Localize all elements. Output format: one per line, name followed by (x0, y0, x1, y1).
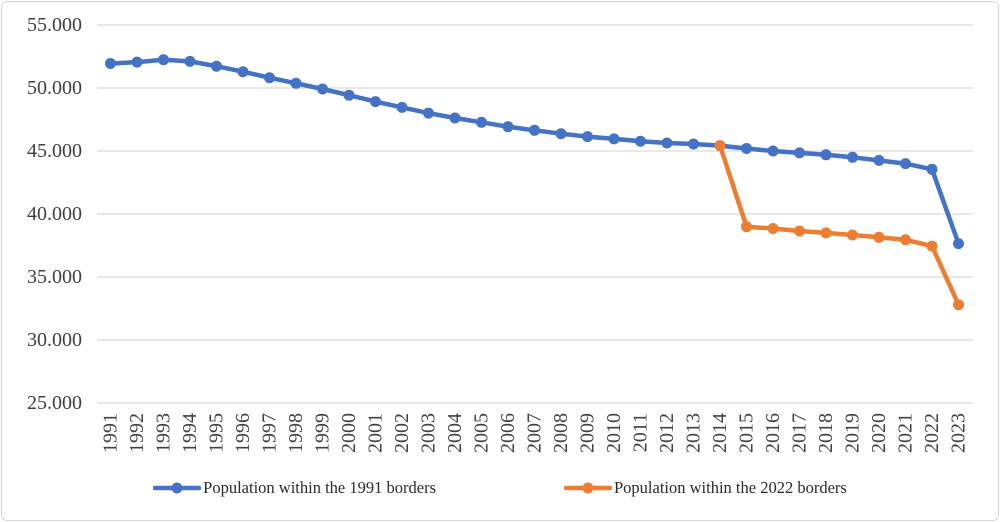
data-point-marker (688, 138, 699, 150)
data-point-marker (608, 133, 620, 145)
data-point-marker (926, 240, 938, 252)
x-axis-tick-label: 2007 (524, 413, 546, 453)
data-point-marker (370, 96, 381, 108)
x-axis-tick-label: 2018 (815, 413, 837, 453)
x-axis-tick-label: 1993 (153, 413, 175, 453)
legend-label-1991-borders: Population within the 1991 borders (203, 478, 436, 497)
data-point-marker (873, 231, 885, 243)
series-1991-borders (105, 54, 964, 250)
data-point-marker (582, 131, 593, 143)
y-axis-tick-label: 45.000 (27, 140, 82, 162)
data-point-marker (290, 77, 302, 89)
data-point-marker (741, 221, 752, 233)
data-point-marker (926, 163, 938, 175)
x-axis-tick-label: 2010 (603, 413, 625, 453)
data-point-marker (794, 147, 805, 159)
data-point-marker (741, 143, 752, 154)
data-point-marker (767, 145, 779, 157)
legend-item-1991-borders: Population within the 1991 borders (153, 478, 436, 498)
data-point-marker (953, 299, 964, 311)
y-axis-tick-label: 25.000 (27, 392, 82, 414)
data-point-marker (847, 229, 858, 241)
data-point-marker (423, 107, 434, 119)
data-point-marker (555, 128, 567, 140)
data-point-marker (820, 227, 832, 239)
series-line (717, 143, 961, 307)
x-axis-tick-label: 2013 (683, 413, 705, 453)
data-point-marker (343, 89, 355, 101)
gridlines (97, 24, 973, 404)
data-point-marker (211, 60, 222, 72)
line-marker-icon-blue (153, 482, 202, 494)
data-point-marker (317, 83, 328, 95)
data-point-marker (953, 238, 964, 250)
data-point-marker (820, 149, 832, 161)
data-point-marker (529, 124, 540, 136)
series-line (108, 57, 961, 246)
x-axis-tick-label: 2016 (762, 413, 784, 453)
data-point-marker (635, 135, 646, 147)
y-axis-tick-label: 35.000 (27, 266, 82, 288)
x-axis-tick-label: 1995 (206, 413, 228, 453)
y-axis-tick-label: 50.000 (27, 77, 82, 99)
data-point-marker (264, 72, 275, 84)
data-point-marker (476, 116, 487, 128)
y-axis-labels: 55.000 50.000 45.000 40.000 35.000 30.000 25.0… (27, 14, 82, 414)
x-axis-tick-label: 2009 (577, 413, 599, 453)
x-axis-tick-label: 2019 (842, 413, 864, 453)
x-axis-tick-label: 2011 (630, 413, 652, 452)
y-axis-tick-label: 55.000 (27, 14, 82, 36)
data-point-marker (184, 55, 196, 67)
data-point-marker (105, 58, 116, 69)
data-point-marker (794, 225, 805, 237)
x-axis-tick-label: 2021 (895, 413, 917, 453)
x-axis-tick-label: 2001 (365, 413, 387, 453)
chart-legend: Population within the 1991 borders Popul… (2, 470, 998, 506)
x-axis-tick-label: 2008 (550, 413, 572, 453)
x-axis-tick-label: 1992 (126, 413, 148, 453)
data-point-marker (449, 112, 461, 124)
x-axis-tick-label: 2017 (789, 413, 811, 453)
data-point-marker (900, 234, 911, 246)
x-axis-tick-label: 2000 (338, 413, 360, 453)
series-2022-borders (714, 140, 964, 311)
legend-item-2022-borders: Population within the 2022 borders (564, 478, 847, 498)
data-point-marker (237, 66, 249, 78)
legend-label-2022-borders: Population within the 2022 borders (614, 478, 847, 497)
x-axis-tick-label: 1991 (100, 413, 122, 453)
x-axis-tick-label: 2023 (948, 413, 970, 453)
data-point-marker (900, 158, 911, 170)
y-axis-tick-label: 30.000 (27, 329, 82, 351)
x-axis-tick-label: 2006 (497, 413, 519, 453)
data-point-marker (847, 151, 858, 163)
data-point-marker (396, 101, 408, 113)
x-axis-tick-label: 1996 (232, 413, 254, 453)
x-axis-tick-label: 2005 (471, 413, 493, 453)
x-axis-tick-label: 2012 (656, 413, 678, 453)
data-point-marker (158, 54, 169, 66)
x-axis-tick-label: 1999 (312, 413, 334, 453)
data-point-marker (714, 140, 726, 152)
x-axis-tick-label: 2003 (418, 413, 440, 453)
x-axis-tick-label: 1997 (259, 413, 281, 453)
data-point-marker (661, 137, 673, 149)
x-axis-tick-label: 1994 (179, 413, 201, 453)
x-axis-labels: 1991 1992 1993 1994 1995 1996 1997 1998 1999 2000… (100, 413, 970, 453)
x-axis-tick-label: 2015 (736, 413, 758, 453)
data-point-marker (502, 121, 514, 133)
x-axis-tick-label: 2020 (868, 413, 890, 453)
y-axis-tick-label: 40.000 (27, 203, 82, 225)
x-axis-tick-label: 2004 (444, 413, 466, 453)
x-axis-tick-label: 2002 (391, 413, 413, 453)
line-marker-icon-orange (564, 482, 612, 494)
data-point-marker (131, 56, 143, 68)
x-axis-tick-label: 2014 (709, 413, 731, 453)
x-axis-tick-label: 2022 (921, 413, 943, 453)
data-point-marker (873, 154, 885, 166)
data-point-marker (767, 223, 779, 234)
x-axis-tick-label: 1998 (285, 413, 307, 453)
